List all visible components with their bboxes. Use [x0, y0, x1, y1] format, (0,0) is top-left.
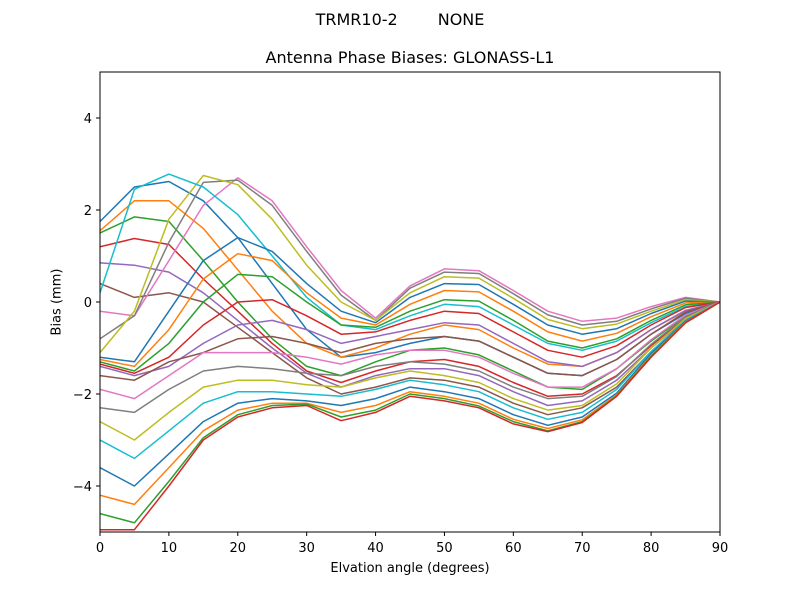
svg-text:0: 0: [96, 541, 104, 556]
plot-frame: [99, 71, 721, 533]
svg-text:0: 0: [84, 296, 92, 311]
suptitle-radome: NONE: [437, 10, 485, 29]
x-tick: 40: [367, 532, 384, 556]
svg-text:−4: −4: [73, 480, 92, 495]
svg-text:−2: −2: [73, 388, 92, 403]
series-line: [100, 252, 720, 368]
x-tick: 70: [574, 532, 591, 556]
series-line: [100, 301, 720, 400]
series-line: [100, 273, 720, 372]
series-line: [100, 216, 720, 391]
y-tick: 0: [84, 296, 100, 311]
x-tick: 60: [505, 532, 522, 556]
y-tick: 4: [84, 112, 100, 127]
x-tick: 50: [436, 532, 453, 556]
series-line: [100, 298, 720, 375]
series-line: [100, 177, 720, 323]
series-line: [100, 301, 720, 460]
series-line: [100, 301, 720, 531]
y-tick: −2: [73, 388, 100, 403]
svg-text:70: 70: [574, 541, 591, 556]
x-tick: 20: [230, 532, 247, 556]
chart-title: Antenna Phase Biases: GLONASS-L1: [265, 48, 555, 67]
series-line: [100, 200, 720, 368]
figure-suptitle: TRMR10-2 NONE: [0, 10, 800, 29]
svg-text:20: 20: [230, 541, 247, 556]
x-tick: 0: [96, 532, 104, 556]
series-line: [100, 173, 720, 352]
series-lines: [100, 173, 720, 531]
y-axis-ticks: −4 −2 0 2 4: [73, 112, 100, 495]
series-line: [100, 262, 720, 407]
series-line: [100, 301, 720, 441]
x-tick: 90: [712, 532, 729, 556]
series-line: [100, 179, 720, 340]
svg-text:60: 60: [505, 541, 522, 556]
series-line: [100, 301, 720, 506]
series-line: [100, 301, 720, 377]
x-tick: 10: [161, 532, 178, 556]
svg-text:50: 50: [436, 541, 453, 556]
series-line: [100, 301, 720, 487]
svg-text:2: 2: [84, 204, 92, 219]
series-line: [100, 236, 720, 363]
x-tick: 80: [643, 532, 660, 556]
svg-text:30: 30: [298, 541, 315, 556]
x-axis-label: Elvation angle (degrees): [330, 561, 490, 576]
svg-text:10: 10: [161, 541, 178, 556]
svg-text:40: 40: [367, 541, 384, 556]
y-tick: −4: [73, 480, 100, 495]
series-line: [100, 301, 720, 414]
svg-text:4: 4: [84, 112, 92, 127]
y-tick: 2: [84, 204, 100, 219]
suptitle-antenna: TRMR10-2: [315, 10, 398, 29]
x-tick: 30: [298, 532, 315, 556]
svg-text:80: 80: [643, 541, 660, 556]
series-line: [100, 174, 720, 354]
x-axis-ticks: 0 10 20 30 40 50 60 70 80 90: [96, 532, 728, 556]
svg-text:90: 90: [712, 541, 729, 556]
